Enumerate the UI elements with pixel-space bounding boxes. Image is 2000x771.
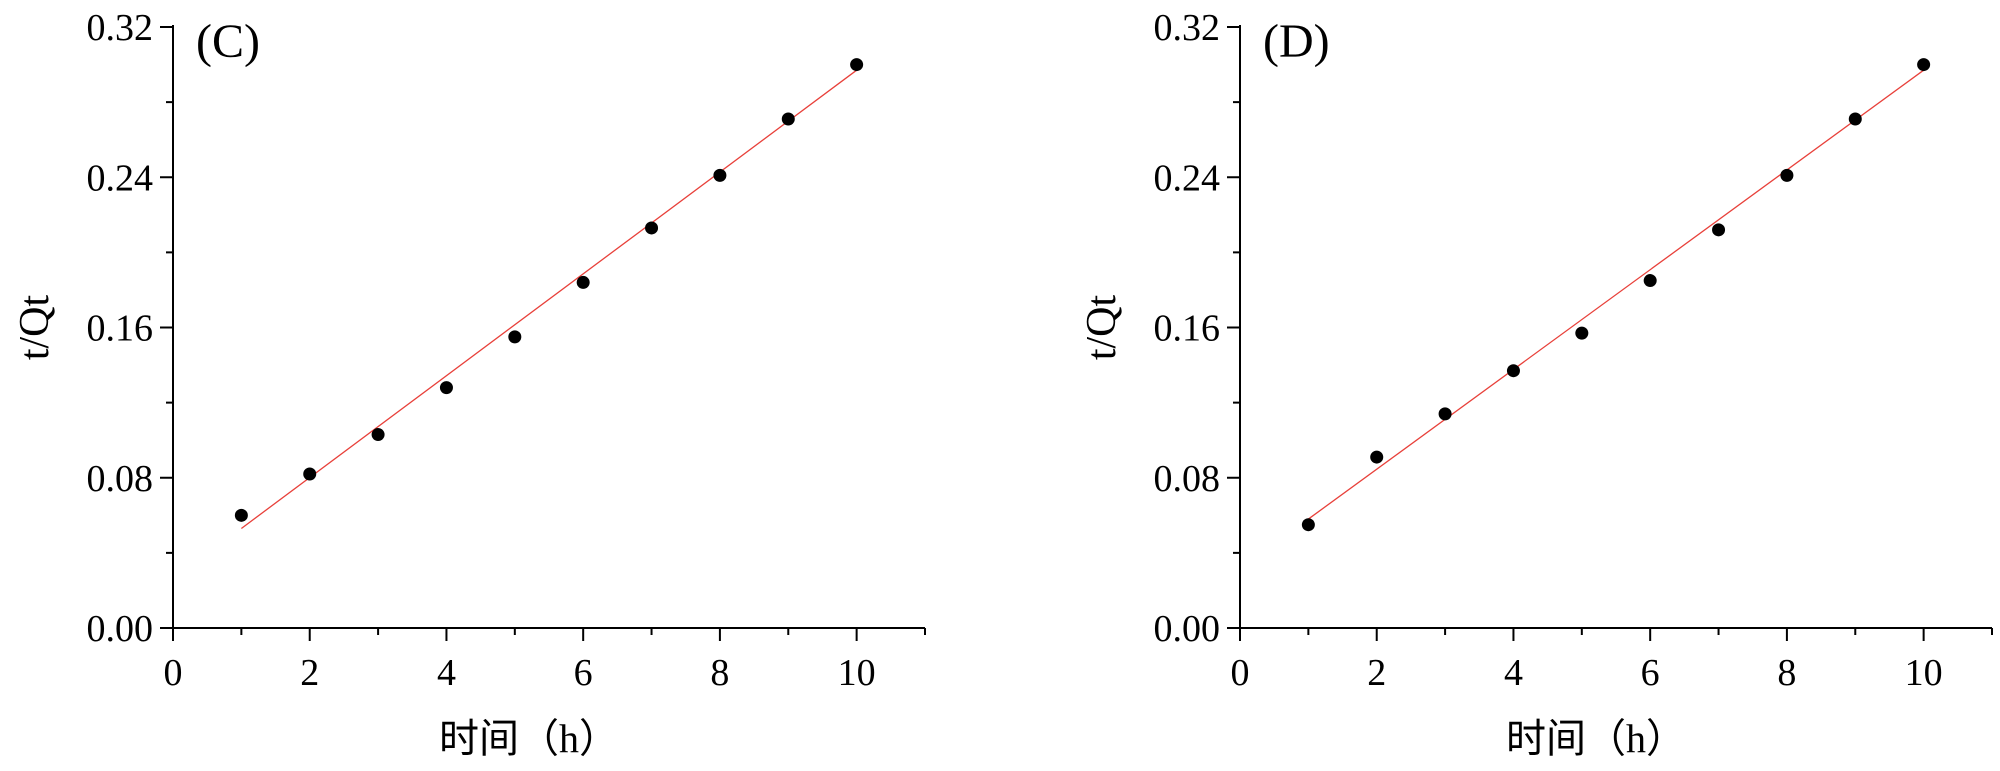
- x-tick-label: 10: [1905, 652, 1943, 694]
- y-axis-title: t/Qt: [1079, 295, 1125, 361]
- x-tick-label: 6: [574, 652, 593, 694]
- fit-line: [240, 69, 858, 529]
- x-axis-title: 时间（h）: [439, 716, 619, 761]
- fit-line: [1307, 69, 1925, 520]
- data-point: [1438, 407, 1452, 421]
- data-point: [371, 428, 385, 442]
- data-point: [645, 221, 659, 235]
- data-point: [781, 112, 795, 126]
- x-tick-label: 8: [1777, 652, 1796, 694]
- data-point: [1780, 168, 1794, 182]
- x-tick-label: 8: [710, 652, 729, 694]
- x-tick-label: 2: [1367, 652, 1386, 694]
- x-tick-label: 4: [437, 652, 456, 694]
- chart-panel-c: 0 2 4 6 8 10 0.00 0.08 0.16 0.24 0.32 时间（h） t/Qt (C): [12, 7, 926, 761]
- data-point: [303, 467, 317, 481]
- y-tick-label: 0.24: [1154, 157, 1221, 199]
- x-tick-label: 0: [1231, 652, 1250, 694]
- panel-label: (C): [196, 15, 260, 68]
- data-point: [1712, 223, 1726, 237]
- x-axis-title: 时间（h）: [1506, 716, 1686, 761]
- data-point: [1301, 518, 1315, 532]
- panel-label: (D): [1263, 15, 1330, 68]
- y-axis-title: t/Qt: [12, 295, 58, 361]
- data-point: [1848, 112, 1862, 126]
- x-tick-label: 10: [838, 652, 876, 694]
- x-tick-label: 2: [300, 652, 319, 694]
- data-point: [713, 168, 727, 182]
- y-tick-label: 0.24: [87, 157, 154, 199]
- y-tick-label: 0.08: [87, 458, 154, 500]
- y-tick-label: 0.32: [1154, 7, 1221, 49]
- data-point: [234, 508, 248, 522]
- data-point: [1575, 326, 1589, 340]
- data-point: [1370, 450, 1384, 464]
- y-tick-label: 0.00: [1154, 608, 1221, 650]
- data-point: [850, 58, 864, 72]
- y-tick-label: 0.08: [1154, 458, 1221, 500]
- x-tick-label: 0: [164, 652, 183, 694]
- x-tick-label: 6: [1641, 652, 1660, 694]
- data-point: [1506, 364, 1520, 378]
- data-point: [576, 275, 590, 289]
- chart-panel-d: 0 2 4 6 8 10 0.00 0.08 0.16 0.24 0.32 时间（h） t/Qt (D): [1079, 7, 1993, 761]
- data-point: [508, 330, 522, 344]
- data-point: [439, 381, 453, 395]
- data-point: [1643, 274, 1657, 288]
- x-tick-label: 4: [1504, 652, 1523, 694]
- y-tick-label: 0.32: [87, 7, 154, 49]
- y-tick-label: 0.00: [87, 608, 154, 650]
- y-tick-label: 0.16: [1154, 308, 1221, 350]
- y-tick-label: 0.16: [87, 308, 154, 350]
- data-point: [1917, 58, 1931, 72]
